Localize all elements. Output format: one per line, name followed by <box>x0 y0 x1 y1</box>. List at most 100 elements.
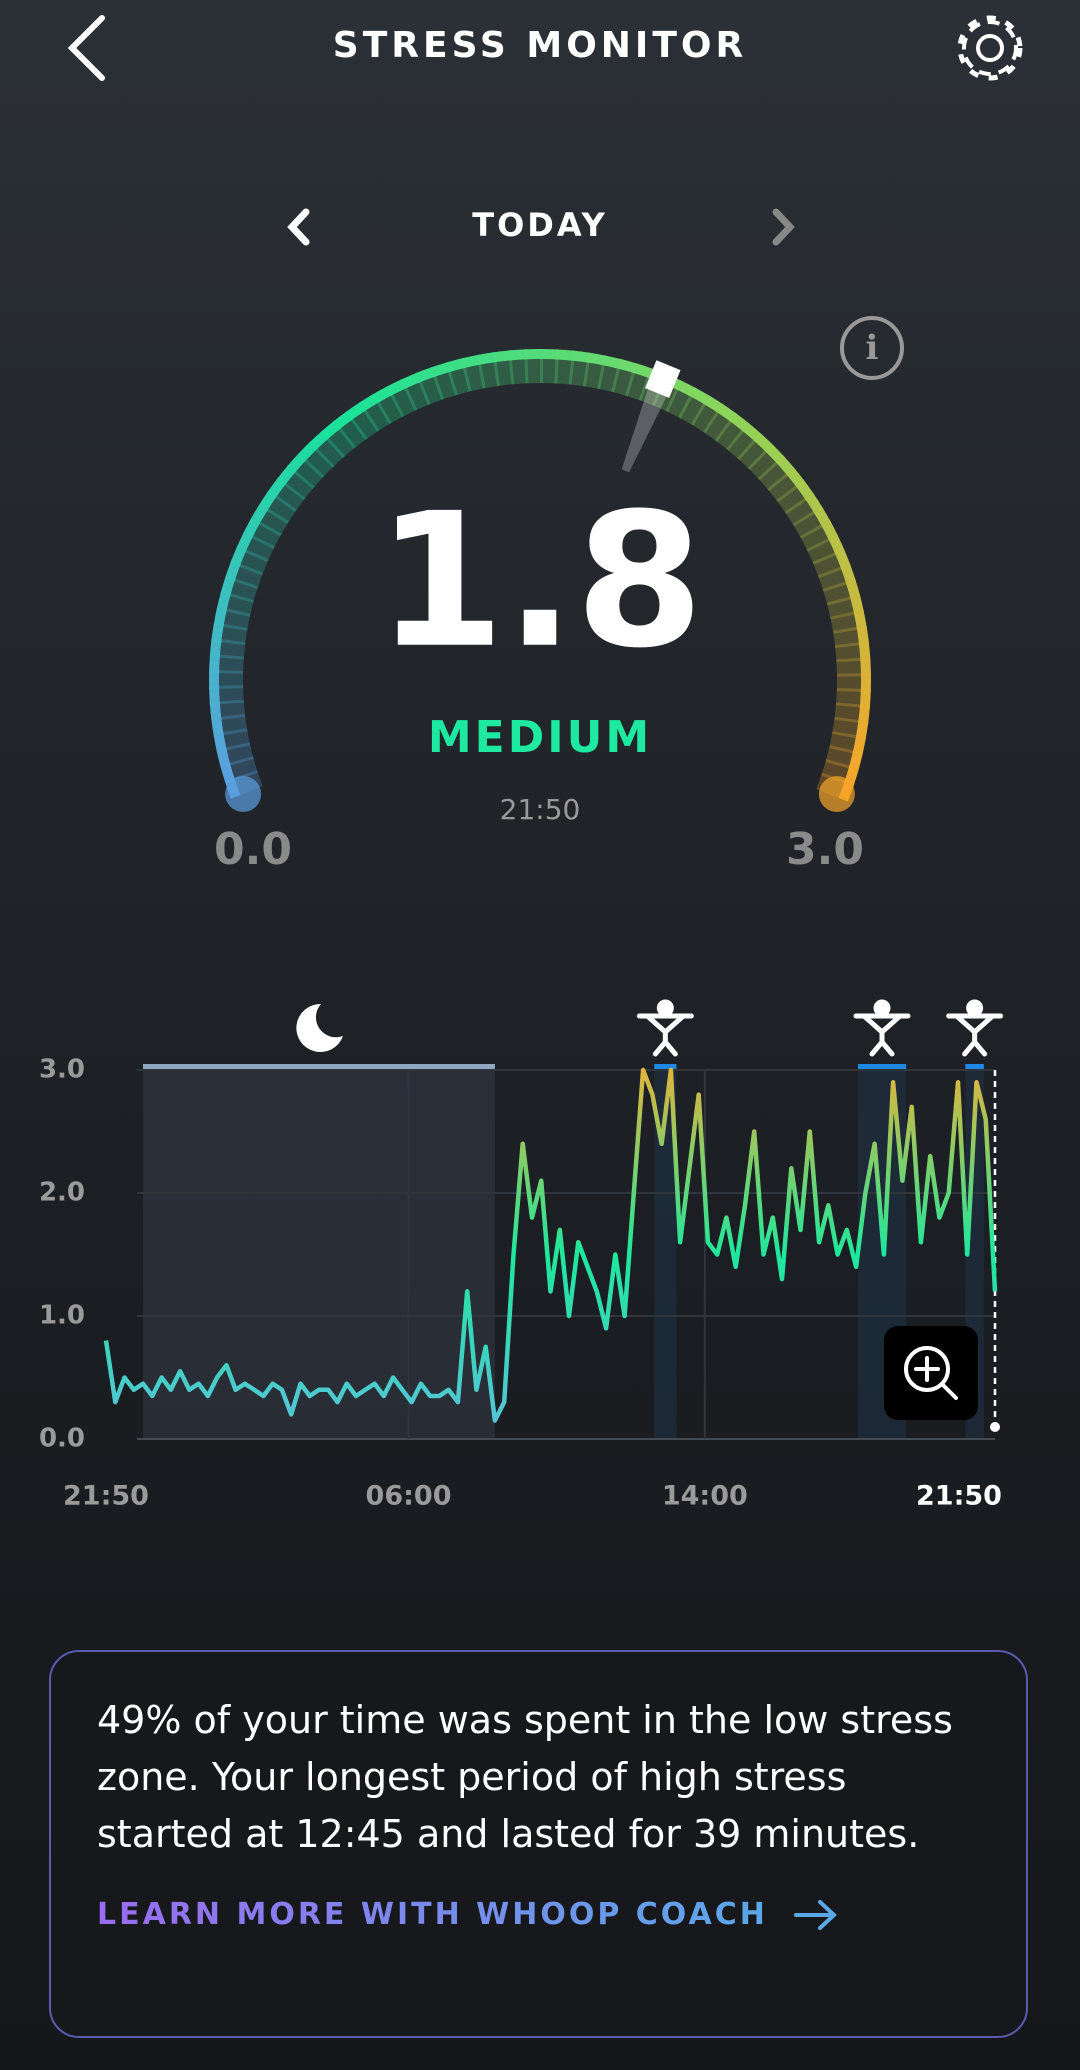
gauge-arc-inner <box>221 728 251 751</box>
gauge-arc-inner <box>757 460 790 492</box>
icon-head <box>966 999 984 1017</box>
y-tick-label: 0.0 <box>39 1424 85 1454</box>
gauge-arc-inner <box>217 638 246 660</box>
gauge-arc-inner <box>836 657 863 677</box>
settings-button[interactable] <box>957 15 1023 81</box>
gauge-arc-inner <box>826 595 857 620</box>
gauge-arc-inner <box>834 702 863 724</box>
gauge-arc-inner <box>221 608 251 631</box>
gauge-arc-inner <box>337 417 368 449</box>
icon-body <box>636 1013 694 1057</box>
gauge-arc-inner <box>462 362 486 392</box>
gauge-arc-inner <box>265 494 297 524</box>
activity-band <box>654 1070 677 1439</box>
gauge-arc-inner <box>219 623 248 646</box>
gauge-arc-inner <box>568 358 590 387</box>
stress-chart: 0.0 1.0 2.0 3.0 21:50 06:00 14:00 21:50 <box>39 999 1004 1512</box>
now-dot <box>990 1422 1000 1432</box>
gauge-arc-inner <box>726 428 757 460</box>
gauge-arc-inner <box>493 358 515 387</box>
gauge-arc-inner <box>830 611 860 634</box>
stress-view: STRESS MONITOR TODAY i 1.8 MEDIUM 21:50 … <box>38 15 1023 1512</box>
gauge-arc-inner <box>767 472 799 503</box>
gauge-arc-inner <box>737 438 769 470</box>
gauge-arc-inner <box>832 626 862 649</box>
activity-bar <box>965 1064 984 1070</box>
svg-text:i: i <box>866 328 879 368</box>
gauge-arc-inner <box>228 578 259 603</box>
gauge-arc-inner <box>243 534 275 563</box>
gauge-arc-inner <box>665 387 694 419</box>
gauge-arc-inner <box>325 426 357 459</box>
gauge-arc-inner <box>389 385 418 418</box>
gauge-arc-inner <box>714 418 746 451</box>
gauge-time: 21:50 <box>500 793 581 826</box>
activity-bar <box>143 1064 495 1070</box>
stress-line <box>103 1067 998 1423</box>
gauge-max: 3.0 <box>786 824 864 875</box>
gauge-arc-inner <box>217 654 244 674</box>
insight-card: 49% of your time was spent in the low st… <box>49 1650 1028 2038</box>
gauge-arc-inner <box>829 730 859 754</box>
x-tick-label: 06:00 <box>366 1481 452 1512</box>
gauge-arc-inner <box>217 685 244 705</box>
gauge-cap <box>818 775 855 812</box>
arrow-icon <box>793 1899 837 1930</box>
gauge-arc-inner <box>834 642 863 663</box>
coach-link[interactable]: LEARN MORE WITH WHOOP COACH <box>97 1897 980 1932</box>
gauge-arc-inner <box>282 469 315 501</box>
gauge-arc-inner <box>257 507 289 537</box>
back-button[interactable] <box>67 15 105 81</box>
gauge-arc-inner <box>582 360 606 390</box>
activity-icon <box>853 999 911 1057</box>
gauge-arc-inner <box>219 713 248 736</box>
gauge-arc-inner <box>539 357 559 384</box>
gauge-arc-inner <box>625 370 651 401</box>
gauge-arc-inner <box>597 363 621 393</box>
gauge-arc-inner <box>303 447 335 479</box>
gauge-arc-inner <box>447 365 472 396</box>
y-tick-label: 2.0 <box>39 1178 85 1208</box>
gauge-arc-inner <box>747 449 780 481</box>
gauge-arc-inner <box>417 374 445 406</box>
activity-band <box>143 1070 495 1439</box>
prev-day[interactable] <box>287 208 310 246</box>
info-button[interactable]: i <box>840 316 904 380</box>
icon-head <box>656 999 674 1017</box>
gauge-arc-inner <box>776 484 808 515</box>
gauge-arc-inner <box>217 699 246 721</box>
next-day[interactable] <box>772 208 795 246</box>
gauge-arc-inner <box>292 458 325 489</box>
gauge-arc-inner <box>832 716 861 739</box>
gauge-arc-inner <box>817 566 849 592</box>
zoom-button[interactable] <box>884 1326 978 1420</box>
x-tick-label: 14:00 <box>662 1481 748 1512</box>
stress-score: 1.8 <box>376 473 704 689</box>
y-tick-label: 1.0 <box>39 1301 85 1331</box>
needle-head <box>645 360 681 398</box>
sleep-icon <box>296 1003 343 1052</box>
gauge-needle <box>621 360 681 473</box>
gauge-arc-inner <box>678 394 707 426</box>
gauge-arc-inner <box>362 400 392 432</box>
x-tick-label: 21:50 <box>63 1481 149 1512</box>
gauge-arc-inner <box>784 497 817 527</box>
activity-bar <box>654 1064 677 1070</box>
activity-bar <box>857 1064 907 1070</box>
gauge-arc-inner <box>273 481 306 512</box>
gauge-arc-inner <box>825 745 856 770</box>
gauge-arc-inner <box>224 742 254 767</box>
gauge-arc-inner <box>224 592 255 617</box>
gauge-arc-inner <box>250 520 282 550</box>
gauge-arc-inner <box>638 375 665 407</box>
period: TODAY <box>472 206 607 244</box>
gauge <box>209 349 871 812</box>
gauge-arc-inner <box>611 366 636 397</box>
coach-link-text[interactable]: LEARN MORE WITH WHOOP COACH <box>97 1897 768 1932</box>
icon-body <box>946 1013 1004 1057</box>
x-tick-label: 21:50 <box>916 1481 1002 1512</box>
gauge-min: 0.0 <box>214 824 292 875</box>
activity-icon <box>636 999 694 1057</box>
activity-icon <box>946 999 1004 1057</box>
